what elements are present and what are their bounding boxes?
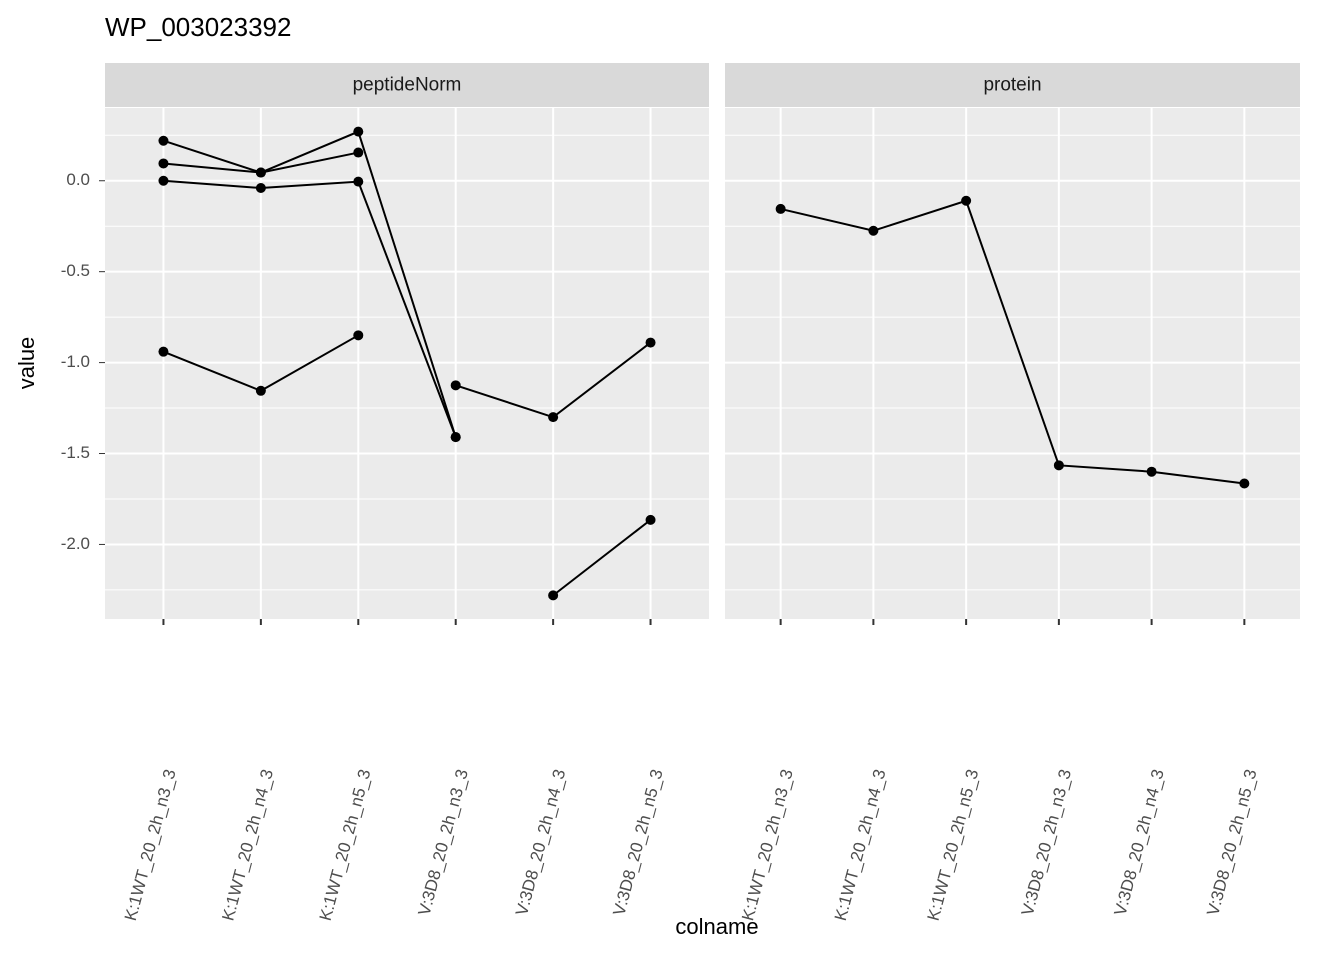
- y-tick-label: 0.0: [66, 170, 90, 189]
- data-point: [1053, 460, 1064, 471]
- data-point: [548, 412, 559, 423]
- data-point: [255, 167, 266, 178]
- series-line: [552, 519, 652, 597]
- data-point: [353, 126, 364, 137]
- data-point: [353, 176, 364, 187]
- data-point: [450, 380, 461, 391]
- x-axis-label: colname: [675, 914, 758, 939]
- x-tick-label: V:3D8_20_2h_n5_3: [609, 767, 666, 917]
- data-point: [255, 183, 266, 194]
- x-tick-label: K:1WT_20_2h_n4_3: [218, 767, 277, 923]
- x-tick-label: K:1WT_20_2h_n3_3: [121, 767, 180, 923]
- data-point: [353, 330, 364, 341]
- strip-label: protein: [983, 75, 1041, 96]
- data-point: [645, 514, 656, 525]
- chart-title: WP_003023392: [105, 12, 291, 42]
- strip-background: [725, 63, 1300, 107]
- y-tick-label: -2.0: [61, 534, 90, 553]
- y-tick-label: -1.0: [61, 352, 90, 371]
- y-axis-label: value: [14, 337, 39, 390]
- x-tick-label: K:1WT_20_2h_n3_3: [738, 767, 797, 923]
- x-tick-label: V:3D8_20_2h_n3_3: [415, 767, 472, 917]
- x-tick-label: V:3D8_20_2h_n4_3: [512, 767, 569, 917]
- strip-background: [105, 63, 709, 107]
- x-tick-label: K:1WT_20_2h_n4_3: [831, 767, 890, 923]
- data-point: [868, 225, 879, 236]
- x-tick-label: K:1WT_20_2h_n5_3: [316, 767, 375, 923]
- x-tick-label: V:3D8_20_2h_n3_3: [1018, 767, 1075, 917]
- y-tick-label: -1.5: [61, 443, 90, 462]
- data-point: [775, 203, 786, 214]
- series-line: [163, 130, 457, 438]
- data-point: [1239, 478, 1250, 489]
- plot-area: -2.0 -1.5 -1.0 -0.5 0.0 peptideNorm K:1WT_20_2…: [61, 63, 1300, 923]
- data-point: [255, 385, 266, 396]
- data-point: [158, 346, 169, 357]
- data-point: [548, 590, 559, 601]
- data-point: [158, 175, 169, 186]
- y-tick-label: -0.5: [61, 261, 90, 280]
- series-line: [780, 199, 1245, 485]
- data-point: [158, 158, 169, 169]
- data-point: [353, 147, 364, 158]
- data-point: [450, 432, 461, 443]
- data-point: [1146, 466, 1157, 477]
- x-tick-label: V:3D8_20_2h_n4_3: [1110, 767, 1167, 917]
- series-line: [163, 179, 457, 438]
- strip-label: peptideNorm: [353, 75, 462, 96]
- data-point: [961, 195, 972, 206]
- data-point: [645, 337, 656, 348]
- x-tick-label: K:1WT_20_2h_n5_3: [924, 767, 983, 923]
- data-point: [158, 135, 169, 146]
- x-tick-label: V:3D8_20_2h_n5_3: [1203, 767, 1260, 917]
